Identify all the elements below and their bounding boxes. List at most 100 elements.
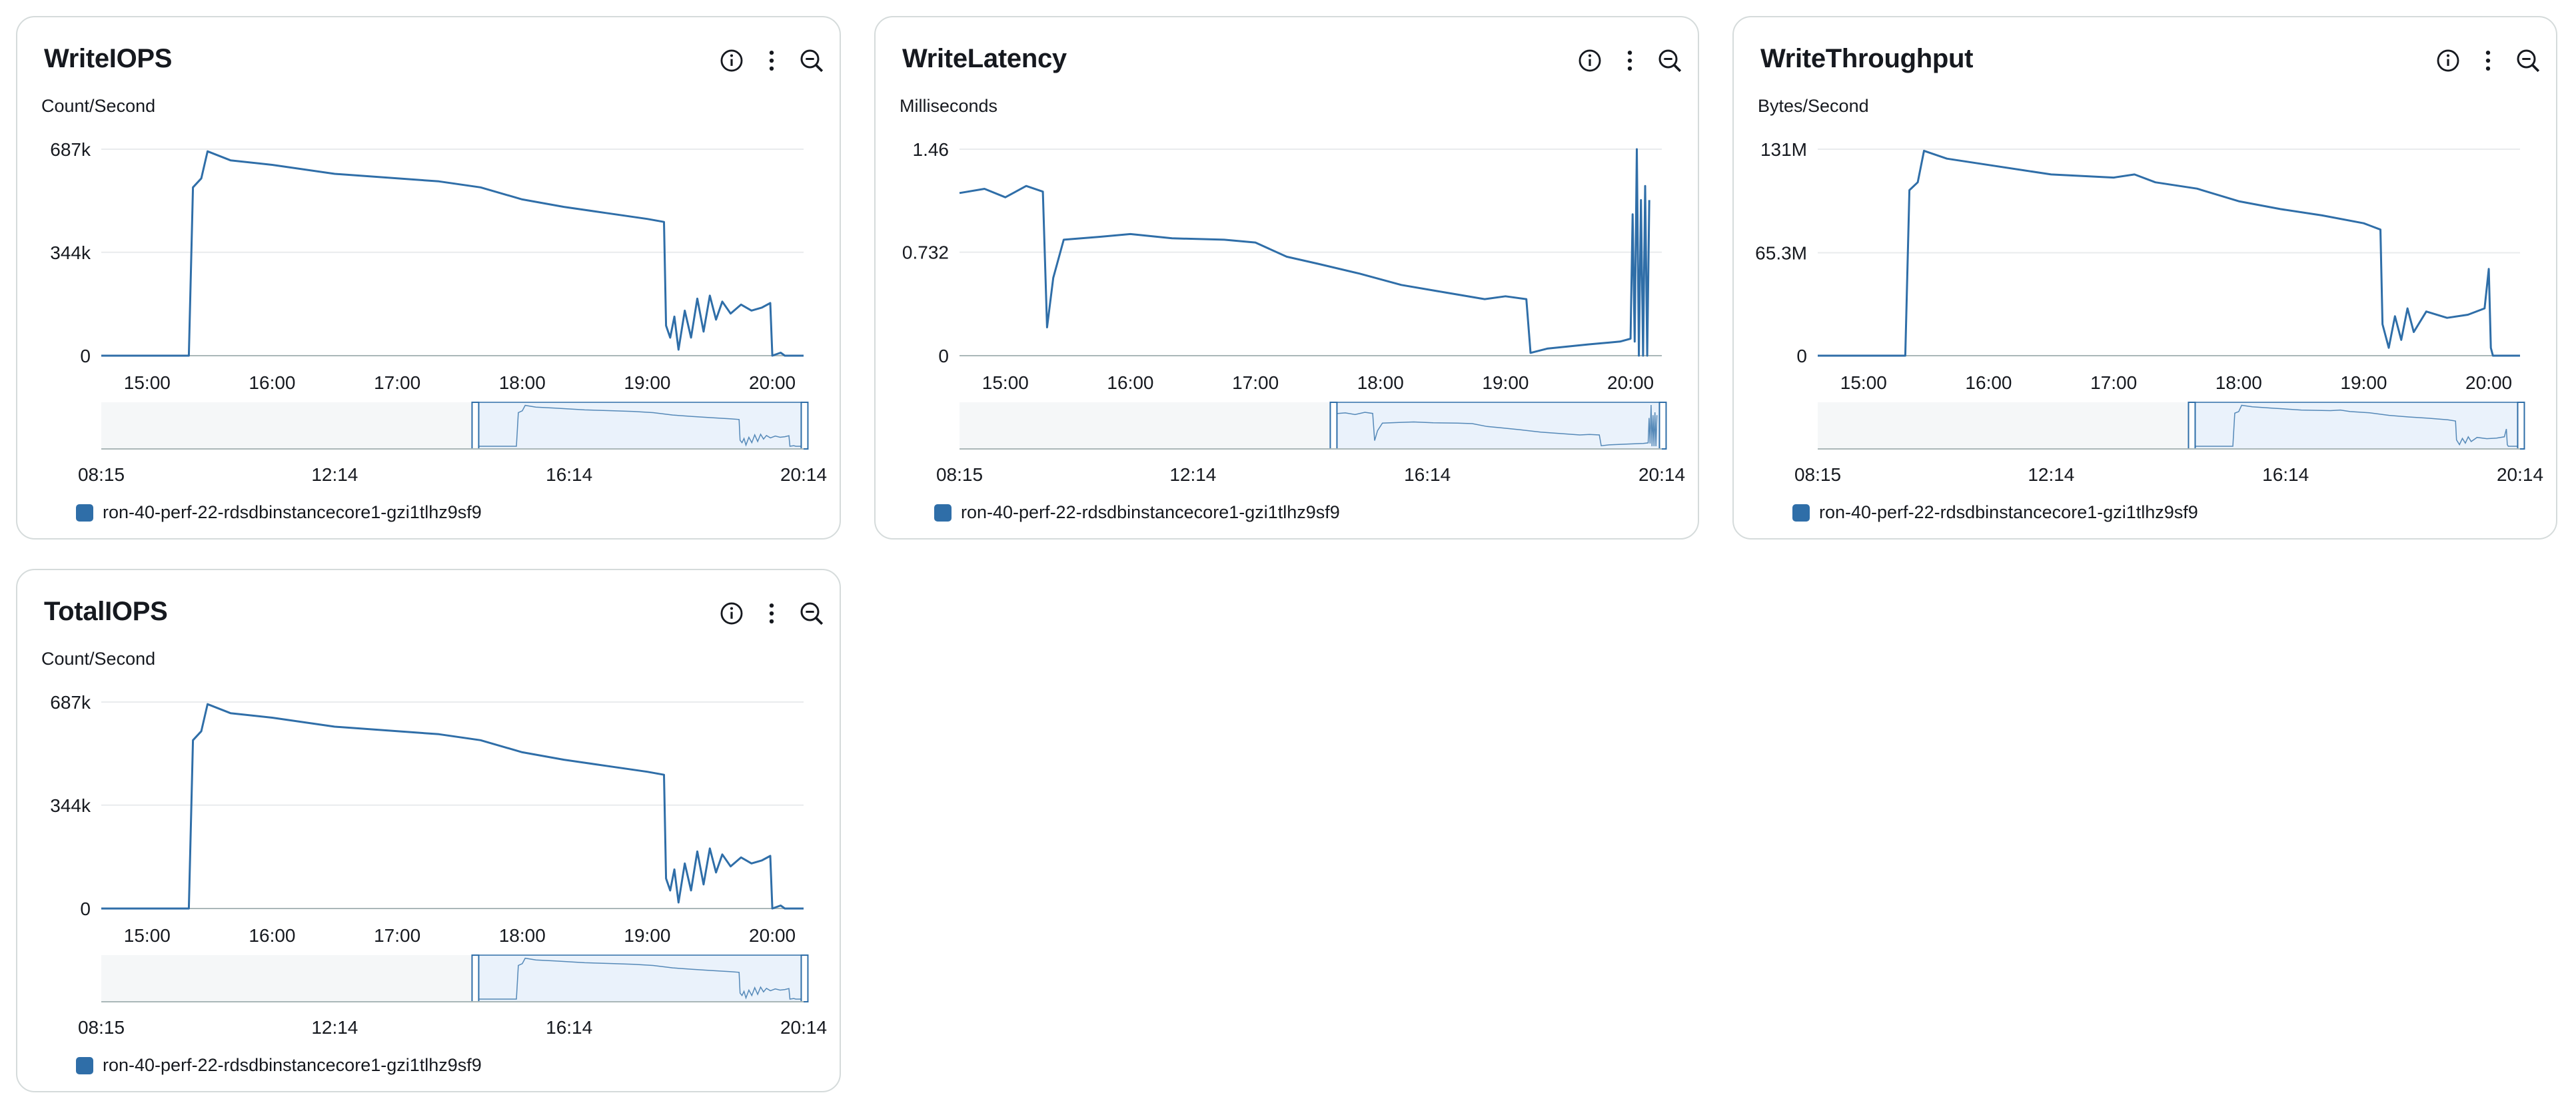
navigator-selection (474, 954, 806, 1002)
legend-label: ron-40-perf-22-rdsdbinstancecore1-gzi1tl… (103, 502, 482, 522)
navigator-selection (474, 402, 806, 450)
widget-title: TotalIOPS (44, 597, 168, 626)
navigator-selection (1333, 402, 1664, 450)
x-tick-label: 16:00 (249, 925, 295, 946)
legend-label: ron-40-perf-22-rdsdbinstancecore1-gzi1tl… (103, 1055, 482, 1075)
navigator-tick-label: 20:14 (1638, 464, 1685, 485)
navigator-line (475, 957, 805, 1000)
legend-item[interactable]: ron-40-perf-22-rdsdbinstancecore1-gzi1tl… (76, 1055, 482, 1076)
x-tick-label: 16:00 (249, 372, 295, 393)
x-tick-label: 15:00 (982, 372, 1029, 393)
y-tick-label: 65.3M (1755, 242, 1807, 263)
legend-item[interactable]: ron-40-perf-22-rdsdbinstancecore1-gzi1tl… (76, 502, 482, 523)
widget-actions (712, 44, 832, 77)
navigator-tick-label: 16:14 (546, 464, 592, 485)
widget-writeiops: WriteIOPS Count/Second 0 344k 687k 15:00 16:… (16, 16, 841, 540)
info-icon[interactable] (2428, 44, 2468, 77)
zoom-out-icon[interactable] (792, 597, 832, 630)
x-tick-label: 19:00 (624, 372, 670, 393)
legend-swatch (1792, 504, 1810, 522)
navigator-handle[interactable] (1329, 402, 1338, 450)
navigator-tick-label: 20:14 (2497, 464, 2543, 485)
info-icon[interactable] (1570, 44, 1610, 77)
y-tick-label: 0 (1796, 346, 1807, 366)
y-tick-label: 0 (80, 346, 91, 366)
series-line (101, 703, 804, 910)
navigator-handle[interactable] (1658, 402, 1667, 450)
series-line (1818, 149, 2520, 357)
navigator-tick-label: 20:14 (780, 464, 827, 485)
y-tick-label: 0 (80, 899, 91, 919)
y-tick-label: 344k (50, 795, 91, 816)
y-tick-label: 687k (50, 139, 91, 160)
legend-swatch (76, 504, 93, 522)
chart-plot[interactable]: 0 344k 687k 15:00 16:00 17:00 18:00 19:00 20:00 0… (17, 17, 842, 541)
navigator-handle[interactable] (2188, 402, 2196, 450)
chart-plot[interactable]: 0 344k 687k 15:00 16:00 17:00 18:00 19:00 20:00 0… (17, 570, 842, 1094)
x-tick-label: 18:00 (2216, 372, 2262, 393)
legend-item[interactable]: ron-40-perf-22-rdsdbinstancecore1-gzi1tl… (934, 502, 1340, 523)
y-tick-label: 344k (50, 242, 91, 263)
y-axis-unit: Bytes/Second (1758, 96, 1869, 116)
x-tick-label: 20:00 (749, 372, 796, 393)
chart-plot[interactable]: 0 65.3M 131M 15:00 16:00 17:00 18:00 19:00 20:00… (1734, 17, 2559, 541)
navigator-tick-label: 08:15 (936, 464, 983, 485)
navigator-tick-label: 16:14 (2262, 464, 2309, 485)
x-tick-label: 15:00 (124, 372, 171, 393)
more-options-icon[interactable] (752, 44, 792, 77)
widget-title: WriteThroughput (1760, 44, 1974, 73)
more-options-icon[interactable] (2468, 44, 2508, 77)
info-icon[interactable] (712, 597, 752, 630)
widget-title: WriteLatency (902, 44, 1067, 73)
x-tick-label: 19:00 (1482, 372, 1529, 393)
navigator-tick-label: 08:15 (1794, 464, 1841, 485)
navigator-tick-label: 12:14 (2028, 464, 2074, 485)
navigator-tick-label: 16:14 (546, 1017, 592, 1038)
navigator-handle[interactable] (2517, 402, 2525, 450)
navigator-handle[interactable] (471, 954, 480, 1002)
x-tick-label: 19:00 (624, 925, 670, 946)
y-tick-label: 0.732 (902, 242, 949, 263)
navigator-selection (2191, 402, 2522, 450)
legend-swatch (934, 504, 952, 522)
legend-label: ron-40-perf-22-rdsdbinstancecore1-gzi1tl… (1819, 502, 2198, 522)
y-tick-label: 131M (1760, 139, 1807, 160)
x-tick-label: 17:00 (1232, 372, 1279, 393)
x-tick-label: 16:00 (1107, 372, 1153, 393)
x-tick-label: 19:00 (2340, 372, 2387, 393)
x-tick-label: 20:00 (1607, 372, 1654, 393)
navigator-handle[interactable] (800, 402, 809, 450)
widget-actions (2428, 44, 2548, 77)
widget-writelatency: WriteLatency Milliseconds 0 0.732 1.46 15:0… (874, 16, 1699, 540)
zoom-out-icon[interactable] (792, 44, 832, 77)
navigator-tick-label: 08:15 (78, 1017, 125, 1038)
x-tick-label: 17:00 (374, 372, 420, 393)
zoom-out-icon[interactable] (2508, 44, 2548, 77)
zoom-out-icon[interactable] (1650, 44, 1690, 77)
widget-totaliops: TotalIOPS Count/Second 0 344k 687k 15:00 16:… (16, 569, 841, 1092)
navigator-line (1333, 404, 1658, 447)
y-tick-label: 1.46 (913, 139, 950, 160)
x-tick-label: 18:00 (1357, 372, 1404, 393)
chart-plot[interactable]: 0 0.732 1.46 15:00 16:00 17:00 18:00 19:00 20:00… (876, 17, 1700, 541)
x-tick-label: 20:00 (749, 925, 796, 946)
info-icon[interactable] (712, 44, 752, 77)
more-options-icon[interactable] (752, 597, 792, 630)
more-options-icon[interactable] (1610, 44, 1650, 77)
navigator-line (2192, 404, 2521, 447)
navigator-tick-label: 16:14 (1404, 464, 1451, 485)
navigator-tick-label: 12:14 (311, 1017, 358, 1038)
navigator-handle[interactable] (800, 954, 809, 1002)
x-tick-label: 15:00 (124, 925, 171, 946)
widget-writethroughput: WriteThroughput Bytes/Second 0 65.3M 131M 1… (1732, 16, 2557, 540)
x-tick-label: 17:00 (2090, 372, 2137, 393)
legend-item[interactable]: ron-40-perf-22-rdsdbinstancecore1-gzi1tl… (1792, 502, 2198, 523)
widget-title: WriteIOPS (44, 44, 173, 73)
widget-actions (712, 597, 832, 630)
navigator-tick-label: 08:15 (78, 464, 125, 485)
x-tick-label: 15:00 (1840, 372, 1887, 393)
legend-swatch (76, 1056, 93, 1074)
navigator-handle[interactable] (471, 402, 480, 450)
widget-actions (1570, 44, 1690, 77)
legend-label: ron-40-perf-22-rdsdbinstancecore1-gzi1tl… (961, 502, 1340, 522)
